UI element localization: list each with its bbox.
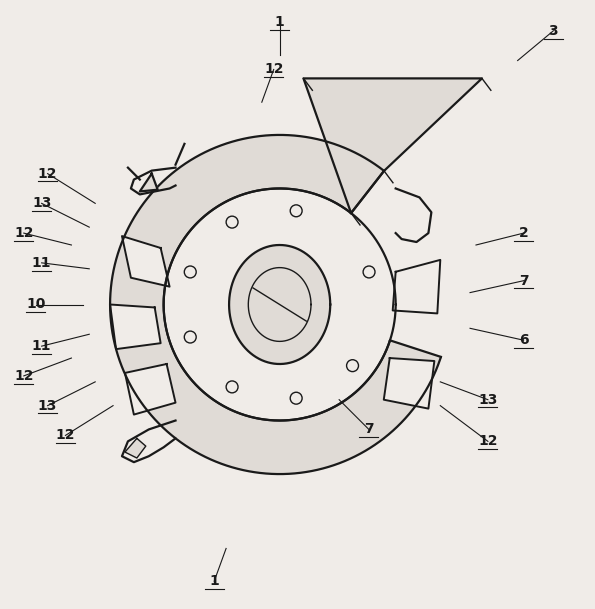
Polygon shape bbox=[303, 79, 482, 213]
Polygon shape bbox=[164, 188, 396, 421]
Text: 1: 1 bbox=[209, 574, 219, 588]
Polygon shape bbox=[393, 260, 440, 314]
Text: 12: 12 bbox=[14, 226, 33, 240]
Polygon shape bbox=[122, 236, 170, 287]
Text: 12: 12 bbox=[478, 434, 497, 448]
Text: 13: 13 bbox=[32, 196, 51, 210]
Polygon shape bbox=[140, 174, 158, 191]
Text: 12: 12 bbox=[38, 167, 57, 181]
Text: 12: 12 bbox=[56, 428, 75, 442]
Polygon shape bbox=[125, 438, 146, 458]
Text: 2: 2 bbox=[519, 226, 528, 240]
Text: 1: 1 bbox=[275, 15, 284, 29]
Text: 11: 11 bbox=[32, 339, 51, 353]
Polygon shape bbox=[110, 304, 161, 349]
Text: 11: 11 bbox=[32, 256, 51, 270]
Polygon shape bbox=[125, 364, 176, 415]
Text: 7: 7 bbox=[364, 423, 374, 437]
Text: 3: 3 bbox=[549, 24, 558, 38]
Text: 12: 12 bbox=[14, 369, 33, 383]
Polygon shape bbox=[229, 245, 330, 364]
Text: 6: 6 bbox=[519, 333, 528, 347]
Text: 12: 12 bbox=[264, 63, 283, 77]
Text: 13: 13 bbox=[38, 399, 57, 413]
Text: 10: 10 bbox=[26, 298, 45, 311]
Polygon shape bbox=[110, 135, 441, 474]
Text: 7: 7 bbox=[519, 273, 528, 287]
Polygon shape bbox=[384, 358, 434, 409]
Text: 13: 13 bbox=[478, 393, 497, 407]
